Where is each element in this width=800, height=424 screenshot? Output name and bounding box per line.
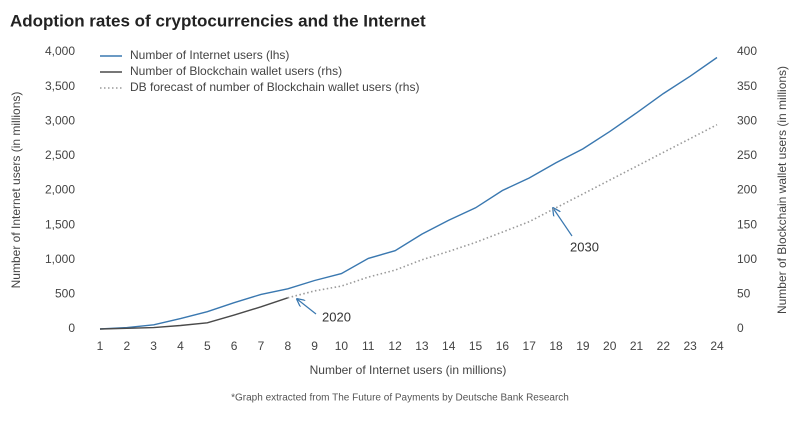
x-tick-label: 1 [97,339,104,353]
x-tick-label: 19 [576,339,590,353]
x-tick-label: 22 [657,339,671,353]
legend-label: Number of Blockchain wallet users (rhs) [130,64,342,78]
y-tick-label: 2,500 [45,148,75,162]
y-tick-label: 3,500 [45,79,75,93]
y-tick-label: 0 [68,321,75,335]
y2-tick-label: 350 [737,79,757,93]
y2-tick-label: 150 [737,217,757,231]
series-line [99,56,718,330]
x-tick-label: 8 [284,339,291,353]
y2-tick-label: 100 [737,252,757,266]
x-axis-label: Number of Internet users (in millions) [310,363,507,377]
y2-axis-label: Number of Blockchain wallet users (in mi… [775,66,789,314]
x-tick-label: 21 [630,339,644,353]
y2-tick-label: 0 [737,321,744,335]
x-tick-label: 17 [523,339,537,353]
y2-tick-label: 300 [737,113,757,127]
y2-tick-label: 250 [737,148,757,162]
x-tick-label: 20 [603,339,617,353]
y2-tick-label: 400 [737,44,757,58]
y2-tick-label: 200 [737,183,757,197]
x-tick-label: 18 [549,339,563,353]
y-axis-label: Number of Internet users (in millions) [9,92,23,289]
series-line [287,123,718,299]
x-tick-label: 13 [415,339,429,353]
annotation-arrow [297,299,317,315]
x-tick-label: 11 [362,339,375,353]
annotation: 2020 [322,309,351,324]
x-tick-label: 6 [231,339,238,353]
y-tick-label: 2,000 [45,183,75,197]
x-tick-label: 10 [335,339,349,353]
y-tick-label: 500 [55,287,75,301]
y-tick-label: 4,000 [45,44,75,58]
annotation: 2030 [570,239,599,254]
legend-label: Number of Internet users (lhs) [130,48,289,62]
x-tick-label: 7 [258,339,265,353]
footnote: *Graph extracted from The Future of Paym… [231,393,569,404]
x-tick-label: 2 [123,339,130,353]
chart-title: Adoption rates of cryptocurrencies and t… [10,11,426,30]
x-tick-label: 12 [388,339,402,353]
x-tick-label: 23 [683,339,697,353]
x-tick-label: 5 [204,339,211,353]
x-tick-label: 4 [177,339,184,353]
y-tick-label: 1,500 [45,217,75,231]
legend-label: DB forecast of number of Blockchain wall… [130,80,419,94]
y2-tick-label: 50 [737,287,751,301]
x-tick-label: 16 [496,339,510,353]
x-tick-label: 14 [442,339,456,353]
x-tick-label: 24 [710,339,724,353]
annotation-arrow [553,208,573,237]
x-tick-label: 3 [150,339,157,353]
y-tick-label: 3,000 [45,113,75,127]
x-tick-label: 9 [311,339,318,353]
y-tick-label: 1,000 [45,252,75,266]
series-line [99,297,289,330]
x-tick-label: 15 [469,339,483,353]
